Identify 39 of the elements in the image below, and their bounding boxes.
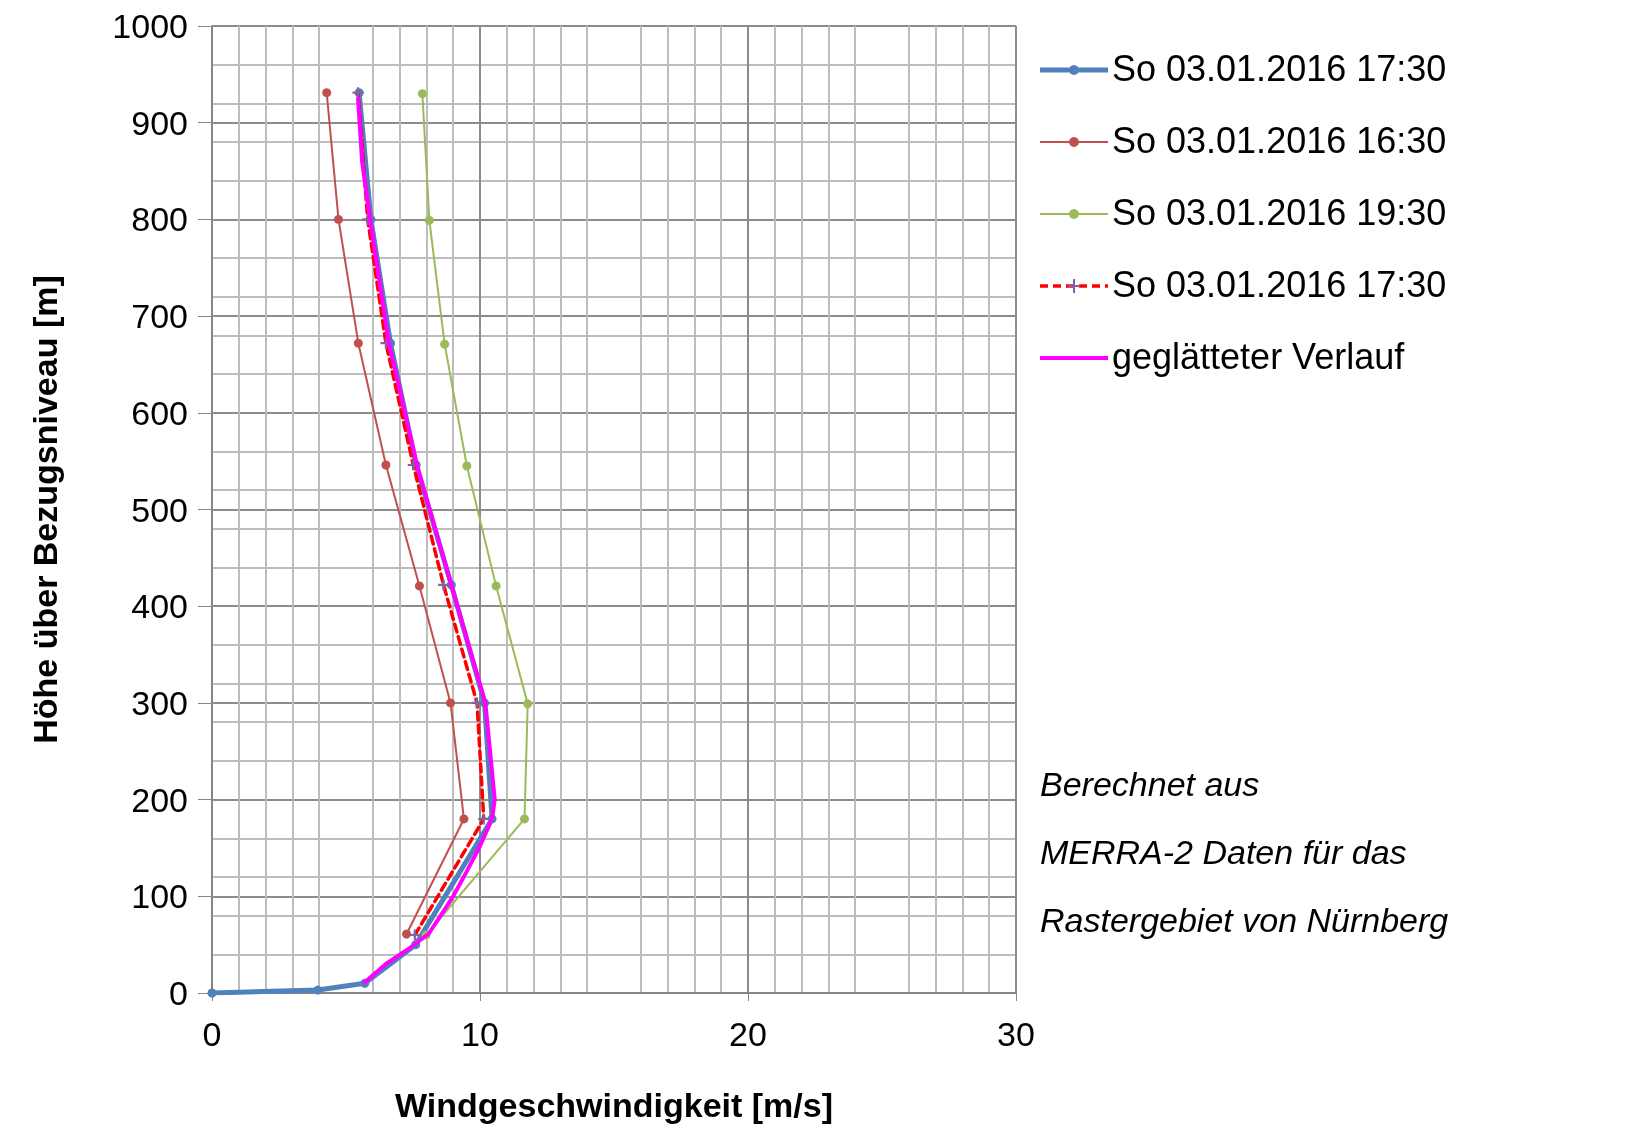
point xyxy=(424,215,434,225)
legend-label: So 03.01.2016 17:30 xyxy=(1112,47,1447,89)
point xyxy=(353,338,363,348)
x-tick-label: 20 xyxy=(729,1015,767,1053)
legend-label: So 03.01.2016 19:30 xyxy=(1112,191,1447,233)
y-tick-label: 200 xyxy=(131,780,188,819)
point xyxy=(381,460,391,470)
point xyxy=(417,89,427,99)
point xyxy=(462,461,472,471)
y-tick-label: 1000 xyxy=(112,7,188,45)
y-tick-label: 500 xyxy=(131,490,188,529)
point xyxy=(459,814,469,824)
y-tick-label: 900 xyxy=(131,103,188,142)
legend-label: geglätteter Verlauf xyxy=(1112,335,1406,377)
point xyxy=(313,985,323,995)
y-tick-label: 600 xyxy=(131,393,188,432)
y-tick-label: 0 xyxy=(169,974,188,1012)
y-tick-label: 300 xyxy=(131,683,188,722)
point xyxy=(491,581,501,591)
point xyxy=(523,699,533,709)
point xyxy=(322,88,332,98)
x-tick-label: 30 xyxy=(997,1015,1035,1053)
text: Berechnet aus MERRA-2 Daten für das Rastergebiet von Nürnberg xyxy=(1040,765,1449,939)
x-tick-label: 10 xyxy=(461,1015,499,1053)
y-tick-label: 800 xyxy=(131,200,188,239)
point xyxy=(440,339,450,349)
x-axis-title: Windgeschwindigkeit [m/s] xyxy=(395,1086,833,1124)
point xyxy=(520,814,529,824)
point xyxy=(207,988,217,998)
y-axis-title: Höhe über Bezugsniveau [m] xyxy=(26,275,64,744)
point xyxy=(446,698,456,708)
point xyxy=(334,214,343,224)
y-tick-label: 400 xyxy=(131,587,188,626)
legend-label: So 03.01.2016 17:30 xyxy=(1112,263,1447,305)
x-tick-label: 0 xyxy=(202,1015,222,1053)
y-tick-label: 700 xyxy=(131,297,188,336)
legend-label: So 03.01.2016 16:30 xyxy=(1112,119,1447,161)
y-tick-label: 100 xyxy=(131,877,188,916)
point xyxy=(414,581,424,591)
